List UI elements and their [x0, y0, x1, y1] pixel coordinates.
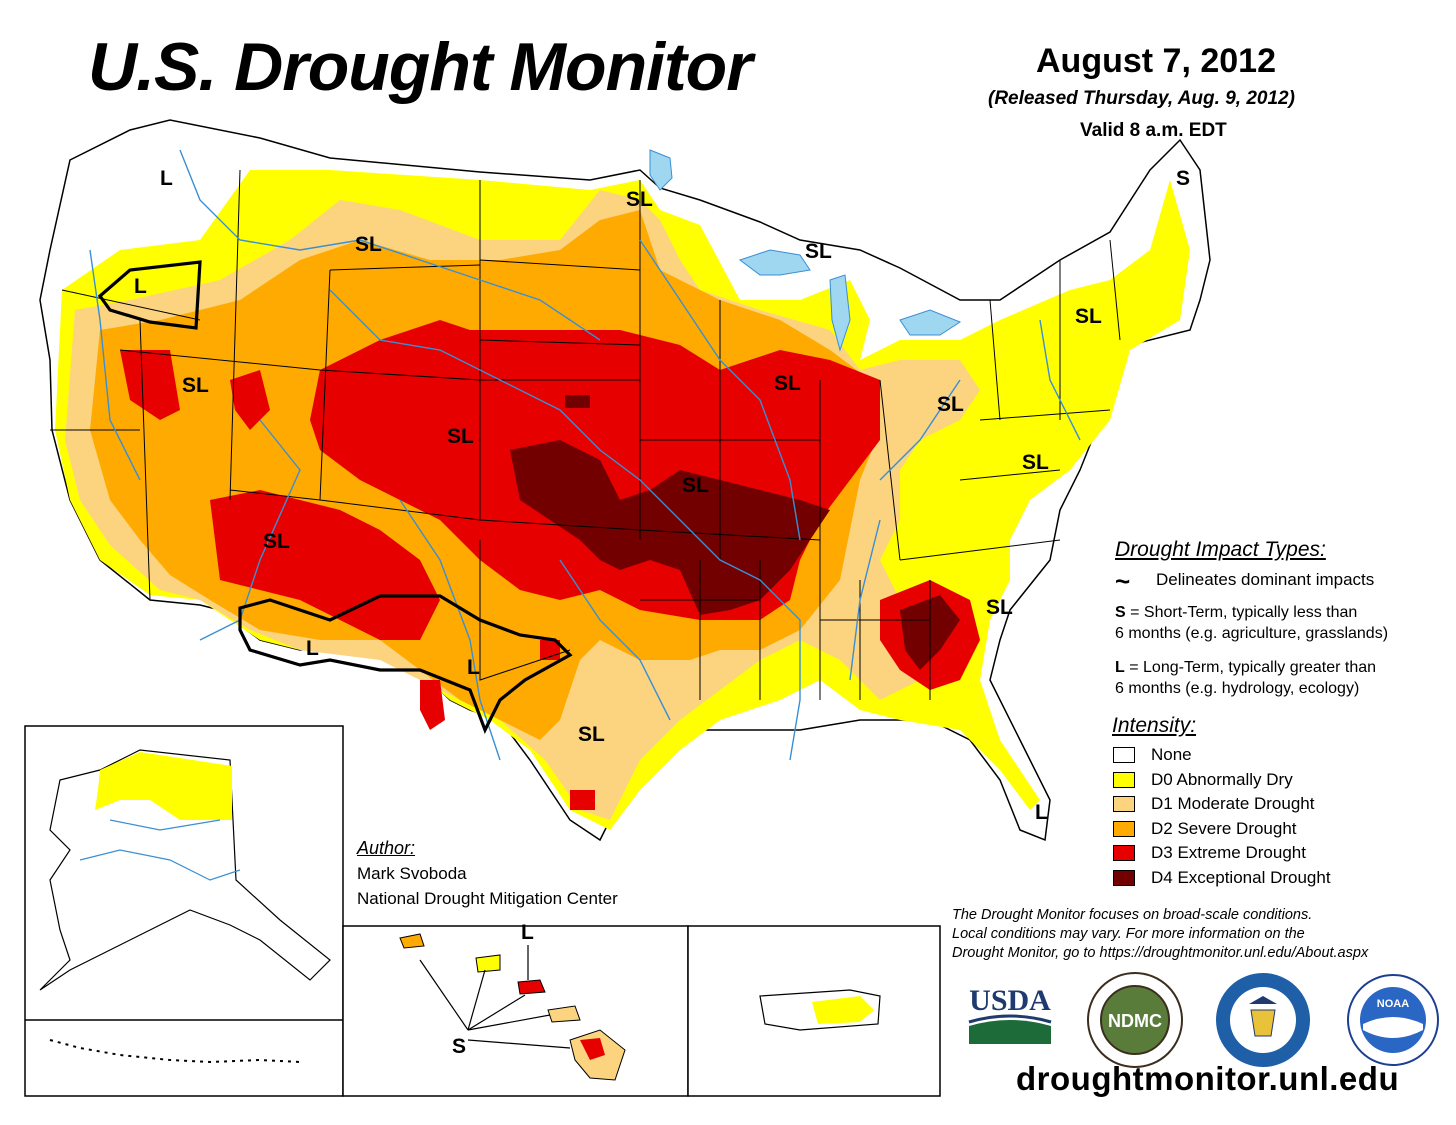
long-term-code: L	[1115, 659, 1125, 676]
legend-swatch	[1113, 747, 1135, 763]
disclaimer-line: Drought Monitor, go to https://droughtmo…	[952, 945, 1369, 961]
map-label: L	[160, 167, 173, 190]
legend-swatch	[1113, 870, 1135, 886]
map-label: S	[1176, 167, 1191, 190]
map-label: SL	[682, 474, 709, 497]
author-org: National Drought Mitigation Center	[357, 889, 618, 908]
short-term-code: S	[1115, 604, 1126, 621]
ndmc-logo: NDMC	[1087, 972, 1183, 1068]
map-date: August 7, 2012	[1036, 42, 1276, 80]
disclaimer: The Drought Monitor focuses on broad-sca…	[952, 906, 1422, 963]
commerce-seal	[1216, 973, 1310, 1067]
long-term-text2: 6 months (e.g. hydrology, ecology)	[1115, 680, 1360, 697]
disclaimer-line: Local conditions may vary. For more info…	[952, 926, 1305, 942]
map-label: L	[134, 275, 147, 298]
valid-time: Valid 8 a.m. EDT	[1080, 120, 1227, 141]
legend-row-d4: D4 Exceptional Drought	[1113, 867, 1331, 889]
usda-logo: USDA	[968, 984, 1052, 1044]
legend-swatch	[1113, 845, 1135, 861]
long-term-line: L = Long-Term, typically greater than	[1115, 657, 1376, 678]
legend-row-d3: D3 Extreme Drought	[1113, 842, 1306, 864]
legend-label: D2 Severe Drought	[1151, 819, 1297, 838]
map-label: SL	[805, 240, 832, 263]
map-label: SL	[774, 372, 801, 395]
short-term-text2: 6 months (e.g. agriculture, grasslands)	[1115, 625, 1389, 642]
usda-logo-text: USDA	[969, 984, 1051, 1017]
legend-label: D4 Exceptional Drought	[1151, 868, 1331, 887]
map-label: SL	[447, 425, 474, 448]
legend-label: None	[1151, 745, 1192, 764]
legend-row-none: None	[1113, 744, 1192, 766]
map-label: SL	[355, 233, 382, 256]
short-term-text: = Short-Term, typically less than	[1125, 604, 1358, 621]
noaa-logo-text: NOAA	[1377, 998, 1409, 1010]
release-date: (Released Thursday, Aug. 9, 2012)	[988, 88, 1295, 109]
alaska-d0	[95, 752, 232, 820]
map-label: SL	[1022, 451, 1049, 474]
impact-delineates-text: Delineates dominant impacts	[1156, 570, 1375, 589]
legend-swatch	[1113, 772, 1135, 788]
legend-label: D0 Abnormally Dry	[1151, 770, 1293, 789]
map-label: SL	[986, 596, 1013, 619]
ndmc-logo-text: NDMC	[1108, 1011, 1162, 1031]
rivers	[89, 149, 1081, 761]
d3-area	[120, 320, 980, 810]
squiggle-icon: ~	[1115, 566, 1131, 596]
map-label: SL	[578, 723, 605, 746]
noaa-logo: NOAA	[1347, 974, 1439, 1066]
impact-types-title: Drought Impact Types:	[1115, 538, 1326, 561]
map-label: SL	[1075, 305, 1102, 328]
legend-row-d0: D0 Abnormally Dry	[1113, 769, 1293, 791]
map-label: SL	[626, 188, 653, 211]
site-url[interactable]: droughtmonitor.unl.edu	[1016, 1060, 1400, 1097]
long-term-boundaries	[97, 260, 573, 734]
intensity-title: Intensity:	[1112, 714, 1197, 737]
legend-swatch	[1113, 821, 1135, 837]
long-term-text: = Long-Term, typically greater than	[1124, 659, 1377, 676]
disclaimer-line: The Drought Monitor focuses on broad-sca…	[952, 907, 1313, 923]
map-label: SL	[263, 530, 290, 553]
map-label: S	[452, 1035, 467, 1058]
short-term-line: S = Short-Term, typically less than	[1115, 602, 1357, 623]
map-label: L	[306, 637, 319, 660]
map-label: L	[521, 921, 534, 944]
legend-row-d2: D2 Severe Drought	[1113, 818, 1297, 840]
map-label: SL	[182, 374, 209, 397]
map-title: U.S. Drought Monitor	[88, 29, 753, 105]
map-label: SL	[937, 393, 964, 416]
legend-row-d1: D1 Moderate Drought	[1113, 793, 1314, 815]
legend-swatch	[1113, 796, 1135, 812]
map-label: L	[1035, 801, 1048, 824]
author-name: Mark Svoboda	[357, 864, 467, 883]
legend-label: D3 Extreme Drought	[1151, 843, 1306, 862]
great-lakes	[649, 149, 962, 352]
author-label: Author:	[357, 838, 416, 858]
d4-area	[510, 395, 960, 670]
hawaii-inset	[342, 925, 689, 1097]
aleutians	[49, 1039, 301, 1064]
legend-label: D1 Moderate Drought	[1151, 794, 1315, 813]
map-label: L	[467, 656, 480, 679]
